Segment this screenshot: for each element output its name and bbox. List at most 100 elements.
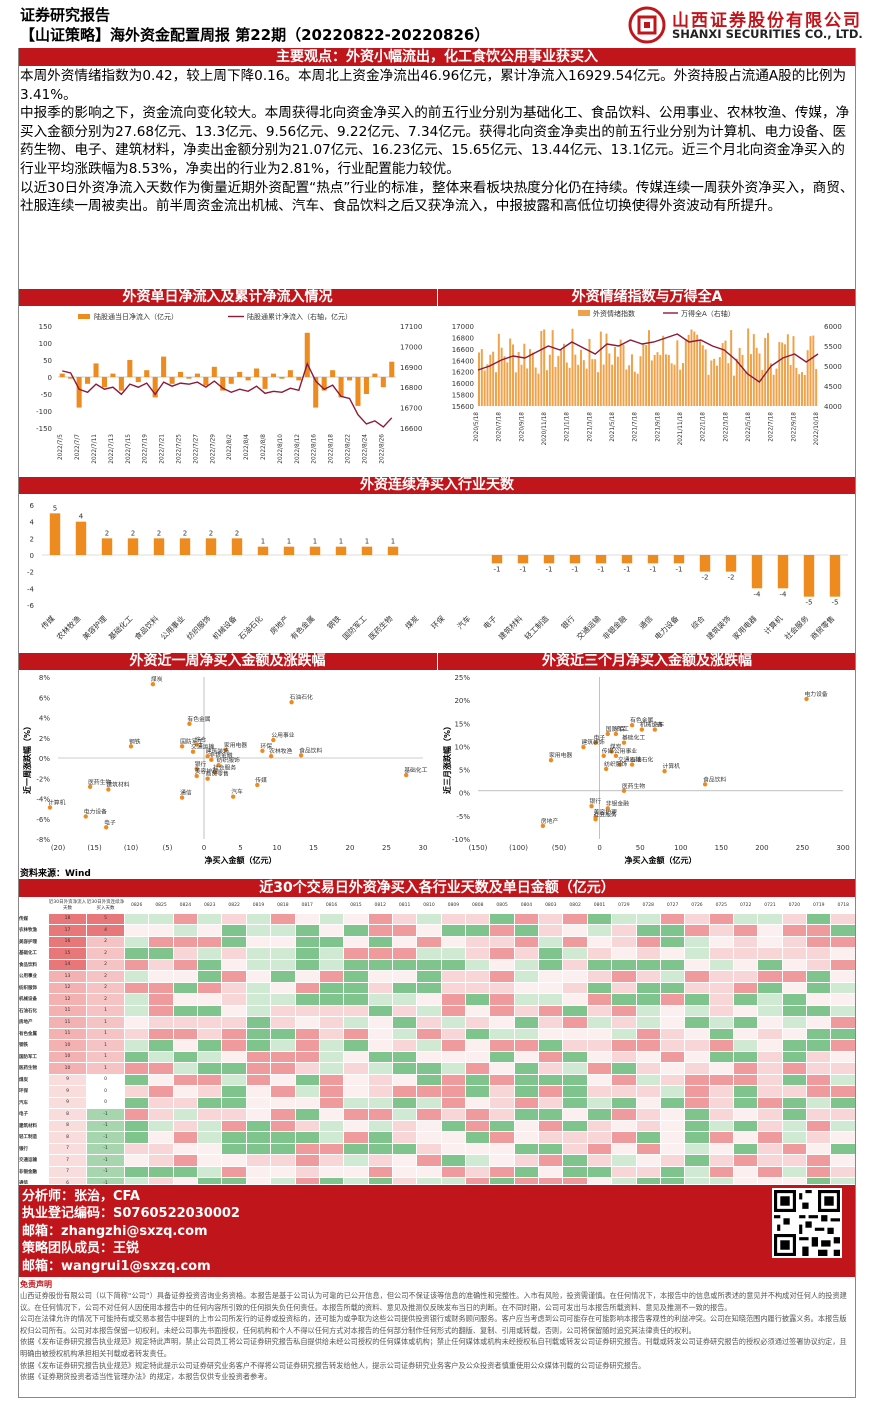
point-label: 钢铁 xyxy=(129,737,141,745)
heatmap-cell xyxy=(391,1154,418,1167)
category-label: 建筑装饰 xyxy=(704,613,733,642)
point-label: 汽车 xyxy=(231,788,243,796)
x-tick-label: 2022/1/18 xyxy=(701,412,707,442)
heatmap-cell xyxy=(781,958,808,971)
x-tick-label: 2021/11/18 xyxy=(678,412,684,446)
point-label: 纺织服饰 xyxy=(604,760,627,768)
sentiment-bar xyxy=(761,369,764,406)
heatmap-col-header: 近30日外资净流入天数 xyxy=(48,898,87,913)
heatmap-cell xyxy=(659,1027,686,1040)
flow-bar xyxy=(338,377,344,398)
point-label: 交通运输 xyxy=(618,756,641,764)
point-label: 环保 xyxy=(260,742,272,750)
heatmap-cell xyxy=(245,1016,272,1029)
heatmap-cell xyxy=(123,1177,150,1184)
point-label: 交通运输 xyxy=(191,743,214,751)
data-label: -2 xyxy=(702,574,709,582)
scatter-point xyxy=(621,788,627,794)
heatmap-cell xyxy=(781,947,808,960)
point-label: 计算机 xyxy=(48,799,66,807)
heatmap-cell xyxy=(123,924,150,937)
disclaimer-line: 依据《证券期货投资者适当性管理办法》的规定，本报告仅供专业投资者参考。 xyxy=(20,1372,272,1382)
heatmap-cell xyxy=(659,1177,686,1184)
sentiment-bar xyxy=(585,368,588,406)
heatmap-days-cell: 11 xyxy=(48,1004,87,1017)
point-label: 电力设备 xyxy=(84,808,107,816)
sentiment-bar xyxy=(582,360,585,406)
heatmap-cell xyxy=(538,1177,564,1184)
heatmap-cell xyxy=(343,935,369,948)
heatmap-cell xyxy=(659,981,686,994)
heatmap-cell xyxy=(197,924,223,937)
data-label: 5 xyxy=(53,504,57,512)
heatmap-cell xyxy=(245,1096,272,1109)
heatmap-cell xyxy=(513,924,540,937)
heatmap-days-cell: 11 xyxy=(48,1027,87,1040)
x-tick-label: 2022/3/18 xyxy=(723,412,729,442)
point-label: 石油石化 xyxy=(290,693,313,701)
heatmap-cell xyxy=(440,1050,467,1063)
heatmap-row-name: 通信 xyxy=(18,1177,49,1184)
heatmap-cell xyxy=(465,1131,491,1144)
heatmap-cell xyxy=(659,1073,686,1086)
category-label: 石油石化 xyxy=(236,613,265,642)
scatter-point xyxy=(255,782,260,788)
heatmap-cell xyxy=(148,1027,174,1040)
point-label: 建筑装饰 xyxy=(581,738,604,746)
y-tick-label: -8% xyxy=(36,836,50,844)
heatmap-cell xyxy=(148,1039,174,1052)
heatmap-cell xyxy=(391,1039,418,1052)
heatmap-cell xyxy=(123,958,150,971)
heatmap-cell xyxy=(806,1119,832,1132)
heatmap-cell xyxy=(270,993,296,1006)
point-label: 医药生物 xyxy=(622,782,645,790)
sentiment-bar xyxy=(778,342,781,406)
point-label: 农林牧渔 xyxy=(269,747,292,755)
heatmap-cell xyxy=(416,958,442,971)
heatmap-row: 建筑材料 8 -1 xyxy=(18,1119,856,1132)
heatmap-row-name: 煤炭 xyxy=(18,1073,49,1086)
heatmap-cell xyxy=(440,993,467,1006)
flow-bar xyxy=(380,377,386,388)
heatmap-cell xyxy=(489,970,515,983)
legend-label: 陆股通当日净流入（亿元） xyxy=(94,312,178,321)
heatmap-days-cell: 14 xyxy=(48,958,87,971)
heatmap-cell xyxy=(245,1154,272,1167)
sentiment-bar xyxy=(563,343,565,406)
heatmap-cell xyxy=(245,1027,272,1040)
heatmap-cell xyxy=(294,1096,320,1109)
point-label: 银行 xyxy=(590,797,602,805)
y-tick-label: -4% xyxy=(36,796,50,804)
heatmap-cell xyxy=(757,912,783,925)
point-label: 综合 xyxy=(195,736,207,744)
scatter-point xyxy=(404,772,409,778)
heatmap-cell xyxy=(221,1062,247,1075)
heatmap-consecutive-cell: 0 xyxy=(86,1096,125,1109)
flow-title: 外资单日净流入及累计净流入情况 xyxy=(18,289,437,306)
sentiment-bar xyxy=(489,354,492,406)
data-label: -1 xyxy=(624,565,631,573)
heatmap-days-cell: 15 xyxy=(48,947,87,960)
heatmap-date-header: 0825 xyxy=(148,898,174,913)
heatmap-cell xyxy=(513,1165,540,1178)
heatmap-cell xyxy=(757,1004,783,1017)
heatmap-cell xyxy=(440,970,467,983)
heatmap-cell xyxy=(708,912,734,925)
heatmap-cell xyxy=(513,1050,540,1063)
heatmap-cell xyxy=(757,935,783,948)
heatmap-cell xyxy=(684,981,710,994)
x-tick-label: 2022/7/18 xyxy=(769,412,775,442)
sentiment-bar xyxy=(676,340,679,406)
heatmap-cell xyxy=(391,958,418,971)
scatter-point xyxy=(83,814,88,819)
heatmap-cell xyxy=(562,1027,588,1040)
heatmap-row-name: 机械设备 xyxy=(18,993,49,1006)
heatmap-cell xyxy=(757,1177,783,1184)
heatmap-cell xyxy=(197,958,223,971)
heatmap-cell xyxy=(391,912,418,925)
heatmap-cell xyxy=(391,1119,418,1132)
consecutive-chart: 6 4 2 0 -2 -4 -6 5 传媒 4 农林牧渔 2 美容护理 2 基础化工 2 食品饮料 2 公用事业 2 纺… xyxy=(27,502,848,642)
heatmap-cell xyxy=(440,1119,467,1132)
heatmap-row: 房地产 11 1 xyxy=(18,1016,856,1029)
heatmap-cell xyxy=(318,1177,345,1184)
